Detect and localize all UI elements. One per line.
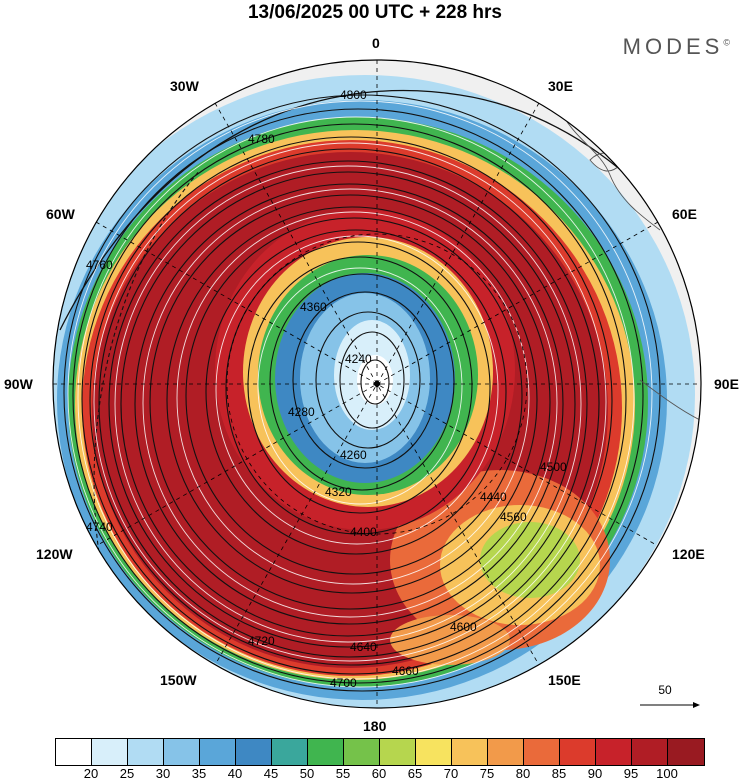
wind-speed-field	[53, 60, 701, 708]
contour-label: 4320	[325, 485, 352, 499]
colorbar-tick-label: 35	[191, 766, 207, 781]
contour-label: 4700	[330, 676, 357, 690]
lon-label-60e: 60E	[672, 206, 697, 222]
colorbar-tick-label: 75	[479, 766, 495, 781]
reference-vector-label: 50	[658, 683, 672, 697]
pole-marker	[373, 380, 381, 388]
colorbar-cell	[380, 739, 416, 765]
colorbar-cell	[92, 739, 128, 765]
colorbar-cell	[128, 739, 164, 765]
colorbar-cell	[164, 739, 200, 765]
contour-label: 4720	[248, 634, 275, 648]
contour-label: 4360	[300, 300, 327, 314]
colorbar-cell	[632, 739, 668, 765]
colorbar-tick-label: 70	[443, 766, 459, 781]
colorbar-tick-label: 95	[623, 766, 639, 781]
colorbar-cell	[236, 739, 272, 765]
lon-label-180: 180	[363, 718, 387, 734]
colorbar-tick-label: 30	[155, 766, 171, 781]
colorbar-tick-label: 55	[335, 766, 351, 781]
colorbar-tick-label: 65	[407, 766, 423, 781]
wind-streamlines	[67, 100, 653, 688]
contour-label: 4440	[480, 490, 507, 504]
colorbar-cell	[416, 739, 452, 765]
contour-label: 4740	[86, 520, 113, 534]
colorbar-cell	[488, 739, 524, 765]
map-boundary	[52, 59, 702, 709]
lon-label-30e: 30E	[548, 78, 573, 94]
colorbar-tick-label: 100	[656, 766, 678, 781]
lon-label-120w: 120W	[36, 546, 73, 562]
lon-label-0: 0	[372, 35, 380, 51]
colorbar-tick-label: 20	[83, 766, 99, 781]
colorbar-tick-label: 25	[119, 766, 135, 781]
lon-label-90w: 90W	[4, 376, 33, 392]
colorbar-tick-label: 60	[371, 766, 387, 781]
contour-label: 4240	[345, 352, 372, 366]
colorbar-tick-label: 50	[299, 766, 315, 781]
colorbar-cell	[596, 739, 632, 765]
colorbar	[55, 738, 705, 766]
contour-label: 4500	[540, 460, 567, 474]
lon-label-30w: 30W	[170, 78, 199, 94]
colorbar-tick-label: 40	[227, 766, 243, 781]
colorbar-tick-label: 80	[515, 766, 531, 781]
contour-label: 4640	[350, 640, 377, 654]
colorbar-cell	[272, 739, 308, 765]
colorbar-cell	[56, 739, 92, 765]
lon-label-150e: 150E	[548, 672, 581, 688]
colorbar-ticks: 20 25 30 35 40 45 50 55 60 65 70 75 80 85 90 95 100	[55, 766, 704, 782]
contour-label: 4800	[340, 88, 367, 102]
contour-label: 4280	[288, 405, 315, 419]
contour-label: 4660	[392, 664, 419, 678]
colorbar-cell	[524, 739, 560, 765]
lon-label-90e: 90E	[714, 376, 739, 392]
colorbar-cell	[668, 739, 704, 765]
colorbar-cell	[344, 739, 380, 765]
lon-label-60w: 60W	[46, 206, 75, 222]
colorbar-tick-label: 90	[587, 766, 603, 781]
contour-label: 4560	[500, 510, 527, 524]
contour-label: 4600	[450, 620, 477, 634]
reference-vector-arrow-icon	[640, 702, 700, 708]
contour-label: 4780	[248, 132, 275, 146]
contour-label: 4400	[350, 525, 377, 539]
colorbar-cell	[200, 739, 236, 765]
map-title: 13/06/2025 00 UTC + 228 hrs	[247, 2, 503, 23]
colorbar-cell	[308, 739, 344, 765]
lon-label-120e: 120E	[672, 546, 705, 562]
colorbar-cell	[452, 739, 488, 765]
contour-label: 4760	[86, 258, 113, 272]
brand-logo: MODES©	[622, 34, 730, 59]
colorbar-cell	[560, 739, 596, 765]
lon-label-150w: 150W	[160, 672, 197, 688]
colorbar-tick-label: 45	[263, 766, 279, 781]
colorbar-tick-label: 85	[551, 766, 567, 781]
contour-label: 4260	[340, 448, 367, 462]
